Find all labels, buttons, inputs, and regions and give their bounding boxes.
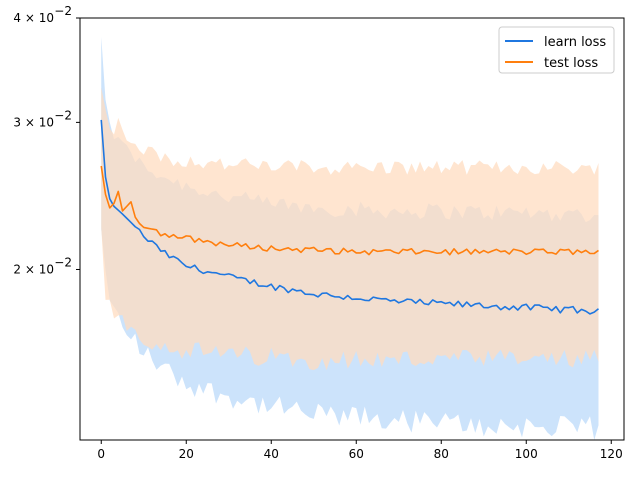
series-lines [100, 119, 600, 315]
x-tick-label: 100 [515, 447, 538, 461]
confidence-bands [101, 36, 599, 441]
band-test-loss [101, 87, 599, 371]
y-tick-label: 4 × 10 [13, 11, 54, 25]
line-test-loss [100, 165, 599, 256]
y-tick-exponent: −2 [54, 108, 72, 122]
x-tick-label: 0 [97, 447, 105, 461]
legend: learn loss test loss [498, 26, 615, 74]
y-tick-exponent: −2 [54, 255, 72, 269]
plot-frame [79, 17, 625, 441]
x-axis: 0 20 40 60 80 100 120 [97, 440, 623, 461]
y-tick-label: 3 × 10 [13, 115, 54, 129]
x-tick-label: 120 [600, 447, 623, 461]
y-tick-label: 2 × 10 [13, 262, 54, 276]
legend-label: learn loss [544, 35, 606, 50]
legend-label: test loss [544, 56, 598, 71]
y-axis: 2 × 10 −23 × 10 −24 × 10 −2 [13, 4, 80, 276]
x-tick-label: 40 [264, 447, 279, 461]
line-learn-loss [100, 119, 600, 315]
x-tick-label: 80 [434, 447, 449, 461]
x-tick-label: 20 [179, 447, 194, 461]
x-tick-label: 60 [349, 447, 364, 461]
y-tick-exponent: −2 [54, 4, 72, 18]
